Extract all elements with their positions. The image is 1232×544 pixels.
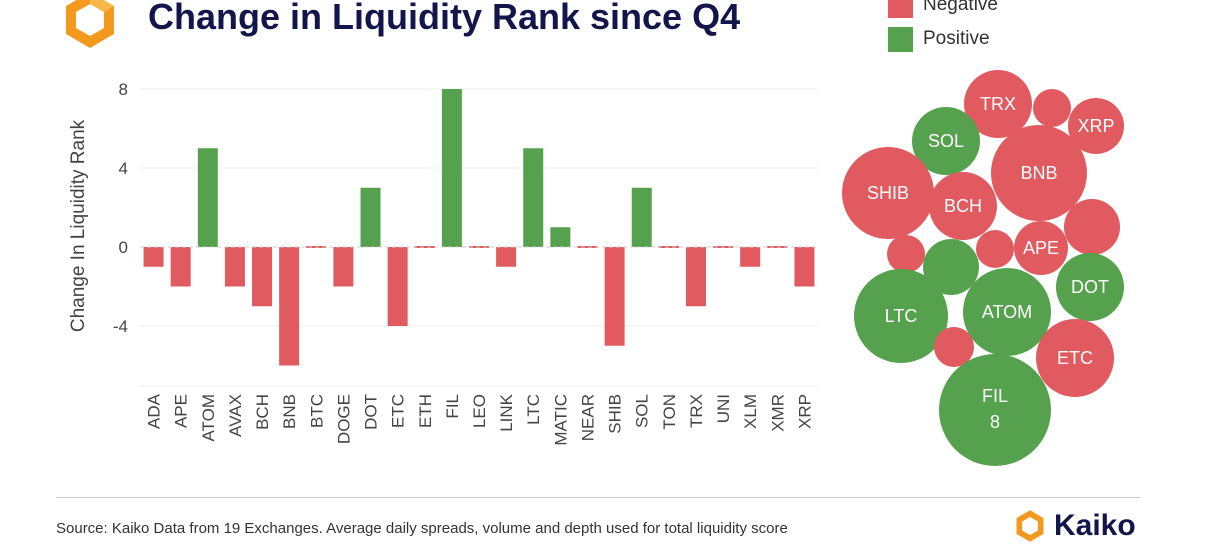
kaiko-brand-icon: [1016, 510, 1044, 542]
x-tick-label: LTC: [524, 394, 543, 425]
legend-item-positive: Positive: [888, 22, 998, 56]
x-tick-label: ADA: [145, 393, 164, 429]
bar-shib: [604, 247, 625, 346]
y-tick-label: -4: [113, 317, 128, 336]
bar-ape: [170, 247, 191, 287]
x-tick-label: BCH: [253, 394, 272, 430]
x-tick-label: TON: [660, 394, 679, 430]
bubble-sol: [912, 107, 980, 175]
bubble-label: DOT: [1071, 277, 1109, 297]
bar-atom: [197, 148, 218, 247]
bar-trx: [685, 247, 706, 307]
bar-bch: [252, 247, 273, 307]
legend-swatch-negative: [888, 0, 913, 18]
y-tick-label: 4: [119, 159, 128, 178]
bubble-etc: [1036, 319, 1114, 397]
bar-sol: [631, 187, 652, 247]
bar-matic: [550, 227, 571, 247]
legend-label-positive: Positive: [923, 28, 990, 49]
bar-etc: [387, 247, 408, 326]
x-tick-label: SHIB: [606, 394, 625, 434]
bar-ada: [143, 247, 164, 267]
x-tick-label: SOL: [633, 394, 652, 428]
bar-near: [577, 246, 598, 248]
bubble-label: ATOM: [982, 302, 1032, 322]
bubble-label: FIL: [982, 386, 1008, 406]
x-tick-label: LEO: [470, 394, 489, 428]
x-tick-label: BTC: [307, 394, 326, 428]
x-tick-label: FIL: [443, 394, 462, 419]
bubble-label: BCH: [944, 196, 982, 216]
kaiko-logo-icon: [66, 0, 114, 48]
y-tick-label: 0: [119, 238, 128, 257]
x-tick-label: ETC: [389, 394, 408, 428]
y-axis-label: Change In Liquidity Rank: [68, 119, 89, 332]
bubble-unlabeled: [887, 235, 925, 273]
bubble-label: XRP: [1077, 116, 1114, 136]
bubble-unlabeled: [1033, 89, 1071, 127]
source-note: Source: Kaiko Data from 19 Exchanges. Av…: [56, 520, 788, 537]
x-tick-label: AVAX: [226, 394, 245, 437]
bubble-fil: [939, 354, 1051, 466]
x-tick-label: LINK: [497, 393, 516, 431]
bar-fil: [441, 89, 462, 247]
legend-swatch-positive: [888, 26, 913, 52]
bubble-ltc: [854, 269, 948, 363]
x-tick-label: UNI: [714, 394, 733, 423]
legend: Negative Positive: [888, 0, 998, 56]
brand-logo: Kaiko: [1012, 508, 1136, 544]
bubble-label: TRX: [980, 94, 1016, 114]
bubble-value-label: 8: [990, 412, 1000, 432]
x-tick-label: DOGE: [334, 394, 353, 444]
footer-divider: [56, 497, 1140, 498]
bubble-xrp: [1068, 98, 1124, 154]
bubble-unlabeled: [1064, 199, 1120, 255]
bubble-atom: [963, 268, 1051, 356]
bubble-trx: [964, 70, 1032, 138]
x-tick-label: APE: [172, 394, 191, 428]
bubble-unlabeled: [923, 239, 979, 295]
bubble-label: APE: [1023, 238, 1059, 258]
bubble-bch: [929, 172, 997, 240]
bar-link: [496, 247, 517, 267]
bar-avax: [224, 247, 245, 287]
bar-ltc: [523, 148, 544, 247]
x-tick-label: MATIC: [551, 394, 570, 446]
bar-xrp: [794, 247, 815, 287]
legend-label-negative: Negative: [923, 0, 998, 15]
bubble-label: SHIB: [867, 183, 909, 203]
x-tick-label: XRP: [795, 394, 814, 429]
x-tick-label: TRX: [687, 394, 706, 428]
bar-dot: [360, 187, 381, 247]
bubble-label: BNB: [1020, 163, 1057, 183]
legend-item-negative: Negative: [888, 0, 998, 22]
bubble-unlabeled: [934, 327, 974, 367]
x-tick-label: ATOM: [199, 394, 218, 442]
bar-xlm: [740, 247, 761, 267]
bubble-shib: [842, 147, 934, 239]
bar-bnb: [279, 247, 300, 366]
bubble-label: SOL: [928, 131, 964, 151]
bar-eth: [414, 246, 435, 248]
brand-name: Kaiko: [1054, 509, 1136, 542]
x-tick-label: XMR: [768, 394, 787, 432]
x-tick-label: XLM: [741, 394, 760, 429]
x-tick-label: NEAR: [578, 394, 597, 441]
bar-doge: [333, 247, 354, 287]
y-tick-label: 8: [119, 80, 128, 99]
bubble-chart: TRX XRP SOL BNB SHIB BCH APE DOT LTC ATOM ETC FIL 8: [842, 70, 1124, 466]
bubble-ape: [1014, 221, 1068, 275]
bubble-label: LTC: [885, 306, 918, 326]
bar-chart: 8 4 0 -4 Change In Liquidity Rank ADA APE ATOM A…: [68, 80, 818, 446]
page-title: Change in Liquidity Rank since Q4: [148, 0, 741, 37]
x-tick-label: ETH: [416, 394, 435, 428]
x-tick-label: DOT: [362, 394, 381, 430]
bubble-label: ETC: [1057, 348, 1093, 368]
x-tick-label: BNB: [280, 394, 299, 429]
bubble-unlabeled: [976, 230, 1014, 268]
bubble-dot: [1056, 253, 1124, 321]
bubble-bnb: [991, 125, 1087, 221]
